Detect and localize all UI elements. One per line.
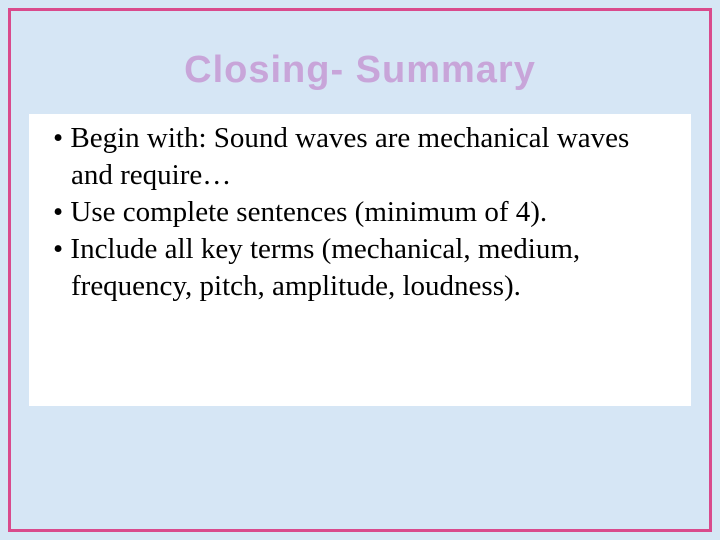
list-item: Include all key terms (mechanical, mediu… xyxy=(43,231,677,305)
slide-border: Closing- Summary Begin with: Sound waves… xyxy=(8,8,712,532)
bullet-list: Begin with: Sound waves are mechanical w… xyxy=(43,120,677,306)
slide-title: Closing- Summary xyxy=(11,49,709,92)
content-box: Begin with: Sound waves are mechanical w… xyxy=(29,114,691,406)
list-item: Begin with: Sound waves are mechanical w… xyxy=(43,120,677,194)
list-item: Use complete sentences (minimum of 4). xyxy=(43,194,677,231)
